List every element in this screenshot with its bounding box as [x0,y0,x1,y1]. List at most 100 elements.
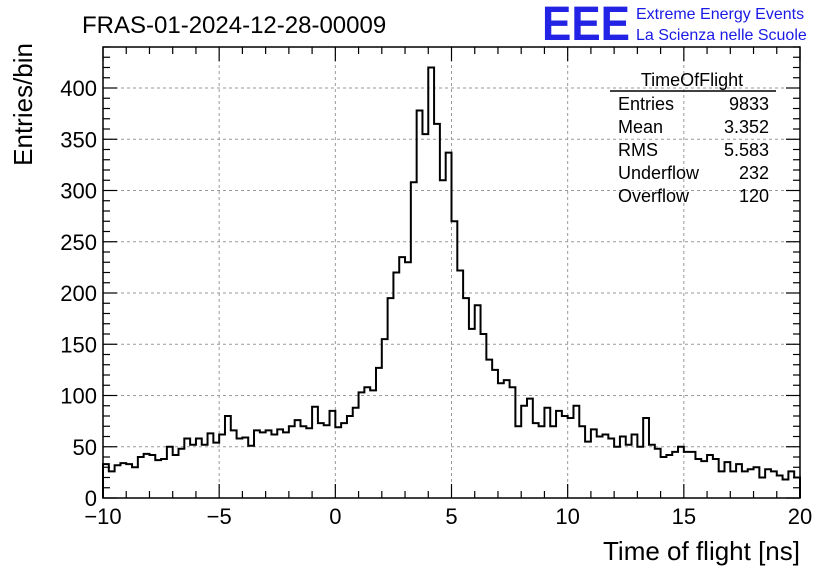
histogram-bin [132,467,138,498]
stats-label: Mean [618,117,663,137]
x-tick-label: 10 [555,504,579,529]
histogram-bin [603,434,609,498]
y-tick-label: 300 [60,179,97,204]
y-tick-label: 150 [60,332,97,357]
histogram-bin [556,411,562,498]
histogram-bin [707,455,713,498]
x-tick-label: 15 [672,504,696,529]
histogram-bin [370,390,376,498]
histogram-bin [382,339,388,498]
histogram-bin [318,423,324,498]
histogram-bin [539,426,545,498]
histogram-bin [399,257,405,498]
histogram-bin [533,423,539,498]
histogram-bin [208,433,214,498]
x-tick-label: 20 [788,504,812,529]
histogram-bin [469,329,475,498]
histogram-bin [591,429,597,498]
stats-label: Entries [618,94,674,114]
histogram-bin [167,447,173,498]
histogram-bin [568,418,574,498]
histogram-bin [347,416,353,498]
histogram-bin [161,459,167,498]
histogram-bin [742,471,748,498]
histogram-bin [376,368,382,498]
histogram-bin [463,298,469,498]
x-tick-label: 5 [445,504,457,529]
histogram-bin [237,439,243,498]
histogram-bin [481,334,487,498]
histogram-bin [306,428,312,498]
y-tick-labels: 0 50 100 150 200 250 300 350 400 [60,76,97,511]
histogram-bin [115,465,121,498]
histogram-bin [771,471,777,498]
histogram-bin [202,445,208,498]
stats-value: 5.583 [724,140,769,160]
x-tick-label: 0 [329,504,341,529]
histogram-bin [184,439,190,498]
histogram-bin [388,298,394,498]
histogram-bin [666,455,672,498]
stats-box: TimeOfFlight Entries 9833 Mean 3.352 RMS 5.58… [610,70,776,206]
histogram-bin [254,430,260,498]
histogram-bin [283,432,289,498]
histogram-bin [637,447,643,498]
histogram-bin [504,380,510,498]
histogram-bin [527,399,533,498]
histogram-bin [713,459,719,498]
histogram-bin [690,452,696,498]
histogram-bin [126,464,132,498]
histogram-bin [649,445,655,498]
histogram-bin [754,467,760,498]
x-tick-label: −10 [84,504,121,529]
eee-logo-line2: La Scienza nelle Scuole [636,27,807,44]
histogram-bin [330,411,336,498]
eee-logo-line1: Extreme Energy Events [636,6,804,23]
histogram-bin [446,153,452,498]
histogram-bin [109,471,115,498]
histogram-bin [695,459,701,498]
stats-label: Overflow [618,186,690,206]
histogram-bin [684,452,690,498]
histogram-bin [266,430,272,498]
histogram-bin [417,111,423,498]
histogram-bin [196,439,202,498]
histogram-bin [632,434,638,498]
stats-rows: Entries 9833 Mean 3.352 RMS 5.583 Underflow 232… [618,94,769,206]
histogram-bin [719,471,725,498]
histogram-bin [190,445,196,498]
y-tick-label: 350 [60,127,97,152]
histogram-bin [428,68,434,499]
y-tick-label: 400 [60,76,97,101]
histogram-bin [643,418,649,498]
histogram-bin [422,134,428,498]
histogram-bin [608,439,614,498]
histogram-bin [521,406,527,498]
histogram-bin [550,426,556,498]
histogram-bin [620,437,626,499]
stats-label: RMS [618,140,658,160]
histogram-bin [219,434,225,498]
histogram-bin [173,455,179,498]
histogram-bin [179,449,185,498]
histogram-bin [585,442,591,498]
histogram-bin [393,273,399,499]
histogram-bin [289,426,295,498]
histogram-bin [701,461,707,498]
histogram-bin [724,462,730,498]
stats-value: 9833 [729,94,769,114]
histogram-bin [452,221,458,498]
histogram-bin [788,471,794,498]
histogram-bin [271,434,277,498]
stats-value: 120 [739,186,769,206]
histogram-bin [335,427,341,498]
stats-value: 232 [739,163,769,183]
histogram-bin [579,426,585,498]
histogram-bin [353,408,359,498]
histogram-bin [144,454,150,498]
histogram-bin [138,457,144,498]
histogram-bin [312,407,318,498]
histogram-bin [562,416,568,498]
histogram-bin [295,420,301,498]
